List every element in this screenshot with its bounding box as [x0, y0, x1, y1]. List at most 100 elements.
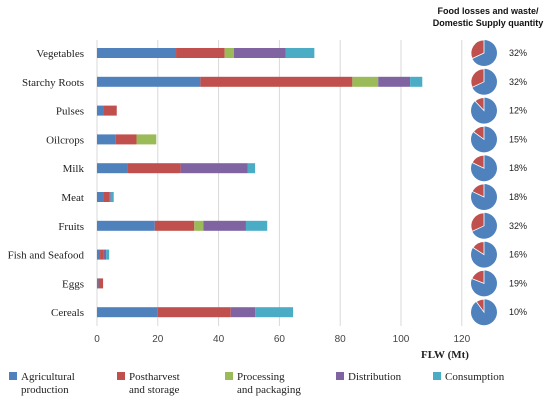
category-label: Starchy Roots — [22, 77, 84, 89]
bar-segment — [203, 220, 246, 231]
pie-percent-label: 10% — [509, 307, 527, 317]
x-tick-label: 20 — [152, 334, 164, 345]
pie-flw-slice — [474, 97, 485, 112]
bar-segment — [103, 249, 107, 260]
pie-flw-slice — [470, 212, 485, 232]
bar-segment — [97, 278, 99, 289]
bar-segment — [97, 307, 158, 318]
legend-swatch — [433, 372, 441, 380]
bar-segment — [97, 134, 116, 145]
category-label: Fruits — [58, 221, 84, 233]
pie-flw-slice — [471, 183, 485, 198]
bar-segment — [154, 220, 195, 231]
pie-percent-label: 32% — [509, 77, 527, 87]
bars — [97, 48, 423, 318]
category-label: Cereals — [51, 307, 84, 319]
x-tick-label: 100 — [393, 334, 410, 345]
bar-segment — [255, 307, 294, 318]
pie-flw-slice — [470, 39, 485, 60]
pie: 32% — [470, 68, 527, 95]
bar-segment — [97, 163, 128, 174]
bar-segment — [97, 48, 177, 58]
x-tick-label: 60 — [274, 334, 286, 345]
pie-percent-label: 18% — [509, 163, 527, 173]
legend-swatch — [336, 372, 344, 380]
pie-flw-slice — [470, 68, 485, 88]
pie: 15% — [471, 125, 527, 153]
x-axis-label: FLW (Mt) — [421, 349, 469, 361]
pie-flw-slice — [471, 154, 485, 169]
legend-item: Distribution — [336, 371, 402, 383]
legend-item: Consumption — [433, 371, 505, 383]
bar-segment — [103, 192, 110, 202]
pie: 12% — [471, 97, 527, 124]
pie-flw-slice — [472, 241, 485, 256]
pie: 32% — [470, 212, 527, 239]
pie: 10% — [471, 298, 527, 326]
pie-flw-slice — [475, 298, 485, 314]
pie-percent-label: 16% — [509, 250, 527, 260]
legend-label: Agricultural — [21, 371, 75, 383]
bar-segment — [224, 48, 234, 58]
pie-percent-label: 18% — [509, 192, 527, 202]
legend-label-line2: and storage — [129, 384, 180, 396]
bar-segment — [352, 76, 379, 87]
bar-segment — [97, 76, 201, 87]
bar-segment — [136, 134, 157, 145]
legend-swatch — [117, 372, 125, 380]
bar-segment — [103, 105, 117, 116]
bar-segment — [230, 307, 256, 318]
category-label: Pulses — [56, 106, 84, 118]
bar-segment — [157, 307, 231, 318]
category-label: Oilcrops — [46, 134, 84, 146]
legend-label: Postharvest — [129, 371, 180, 383]
bar-segment — [110, 192, 114, 202]
pie-flw-slice — [471, 269, 485, 284]
bar-segment — [233, 48, 286, 58]
x-tick-label: 80 — [335, 334, 347, 345]
category-label: Fish and Seafood — [8, 250, 85, 262]
bar-segment — [98, 278, 104, 289]
x-axis-ticks: 0 20 40 60 80 100 120 — [94, 334, 470, 345]
legend-swatch — [225, 372, 233, 380]
bar-segment — [410, 76, 423, 87]
pie-flw-slice — [472, 125, 485, 141]
bar-segment — [127, 163, 181, 174]
pie-percent-label: 15% — [509, 134, 527, 144]
legend-label: Processing — [237, 371, 285, 383]
legend-swatch — [9, 372, 17, 380]
bar-segment — [378, 76, 411, 87]
category-label: Vegetables — [36, 48, 84, 60]
pie: 16% — [471, 241, 527, 268]
bar-segment — [97, 220, 155, 231]
pie: 32% — [470, 39, 527, 66]
bar-segment — [285, 48, 315, 58]
pie: 18% — [471, 183, 527, 210]
bar-segment — [115, 134, 137, 145]
bar-segment — [247, 163, 256, 174]
bar-segment — [97, 192, 104, 202]
bar-segment — [100, 249, 104, 260]
category-label: Meat — [61, 192, 84, 204]
category-label: Eggs — [62, 278, 84, 290]
pie-percent-label: 32% — [509, 221, 527, 231]
pie-title-line1: Food losses and waste/ — [437, 6, 539, 16]
category-labels: Vegetables Starchy Roots Pulses Oilcrops Mil… — [8, 48, 85, 319]
x-tick-label: 120 — [453, 334, 470, 345]
pie: 18% — [471, 154, 527, 182]
gridlines — [96, 40, 463, 326]
pie: 19% — [471, 269, 527, 297]
legend-label: Consumption — [445, 371, 505, 383]
category-label: Milk — [63, 163, 85, 175]
pies: 32% 32% 12% 15% 18% 18% 32% 16% 19% 10% — [470, 39, 527, 326]
pie-percent-label: 32% — [509, 48, 527, 58]
legend-label-line2: and packaging — [237, 384, 301, 396]
bar-segment — [245, 220, 268, 231]
bar-segment — [194, 220, 204, 231]
legend-label: Distribution — [348, 371, 402, 383]
